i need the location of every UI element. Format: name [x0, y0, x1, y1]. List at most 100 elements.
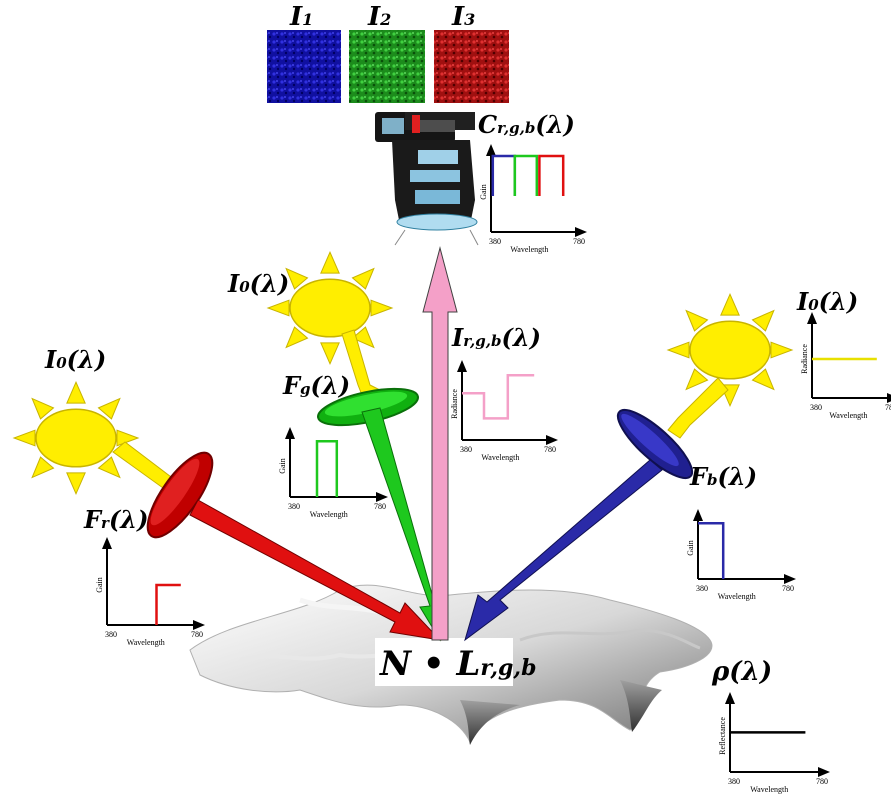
source-right-label-tail: (λ) [819, 287, 859, 316]
svg-text:Fr(λ): Fr(λ) [83, 505, 149, 534]
source-left-label-main: I [44, 345, 57, 374]
illuminant-chart: 380 780 Wavelength Radiance [800, 312, 891, 420]
sun-ray [12, 429, 36, 447]
series-line-green [315, 439, 339, 497]
x-axis-label: Wavelength [127, 638, 165, 647]
blue-arrow [464, 459, 663, 642]
svg-text:ρ(λ): ρ(λ) [711, 657, 772, 687]
y-axis-label: Radiance [450, 389, 459, 419]
source-mid-label-tail: (λ) [250, 269, 290, 298]
surface-label-box [375, 638, 513, 686]
y-axis-label: Reflectance [718, 717, 727, 755]
x-tick-label: 780 [374, 502, 386, 511]
source-left-label-tail: (λ) [67, 345, 107, 374]
x-tick-label: 380 [810, 403, 822, 412]
sun-disc [289, 278, 371, 338]
image-red-channel [434, 30, 509, 103]
x-tick-label: 780 [816, 777, 828, 786]
filter-green-label-subscript: g [300, 380, 311, 398]
radiance-label-tail: (λ) [501, 323, 541, 352]
beam-sun-to-blue-filter [667, 377, 729, 439]
reflectance-chart: 380 780 Wavelength Reflectance [718, 692, 830, 794]
image-2-label: I [367, 2, 381, 32]
x-axis-arrow [546, 435, 558, 445]
red-filter-gain-chart: 380 780 Wavelength Gain [95, 537, 205, 647]
svg-text:I0(λ): I0(λ) [44, 345, 106, 374]
camera-gain-chart: 380 780 Wavelength Gain [479, 144, 587, 254]
camera-icon [375, 112, 479, 246]
reflectance-label-tail: (λ) [729, 657, 772, 687]
surface-label-subscript: r,g,b [480, 655, 536, 681]
source-left-label-subscript: 0 [56, 354, 67, 372]
x-tick-label: 380 [489, 237, 501, 246]
x-axis-arrow [887, 393, 891, 403]
x-axis-arrow [784, 574, 796, 584]
series-line-pink [462, 373, 535, 420]
sun-ray [370, 299, 394, 317]
svg-text:Fg(λ): Fg(λ) [282, 371, 350, 400]
x-tick-label: 780 [885, 403, 891, 412]
sun-disc [689, 320, 771, 380]
x-tick-label: 780 [544, 445, 556, 454]
reflectance-label-main: ρ [711, 657, 730, 687]
captured-image-2: I2 [349, 2, 425, 103]
sun-ray [66, 472, 86, 496]
captured-image-3: I3 [434, 2, 509, 103]
y-axis-label: Gain [95, 577, 104, 593]
sun-ray [66, 380, 86, 404]
series-line-red [538, 154, 565, 196]
sun-ray [685, 368, 709, 391]
green-filter-gain-chart: 380 780 Wavelength Gain [278, 427, 388, 519]
camera-label-main: C [478, 110, 497, 139]
filter-green-label-tail: (λ) [311, 371, 351, 400]
sun-ray [97, 397, 121, 420]
sun-disc [35, 408, 117, 468]
filter-red-label-main: F [83, 505, 103, 534]
sun-ray [751, 368, 775, 391]
y-axis-label: Radiance [800, 344, 809, 374]
sun-ray [666, 341, 690, 359]
radiance-chart: 380 780 Wavelength Radiance [450, 360, 558, 462]
x-tick-label: 380 [728, 777, 740, 786]
sun-ray [685, 309, 709, 332]
series-line-blue [491, 154, 517, 196]
y-axis-label: Gain [686, 540, 695, 556]
captured-image-1: I1 [267, 2, 341, 103]
y-axis-arrow [725, 692, 735, 704]
y-axis-arrow [807, 312, 817, 324]
sun-icon [12, 380, 140, 496]
series-line-green [513, 154, 539, 196]
source-mid-label-main: I [227, 269, 240, 298]
x-axis-arrow [818, 767, 830, 777]
filter-blue-label-main: F [689, 462, 709, 491]
sun-ray [31, 456, 55, 479]
image-1-label: I [289, 2, 303, 32]
filter-red-label-subscript: r [101, 514, 110, 532]
sun-ray [720, 292, 740, 316]
x-tick-label: 380 [696, 584, 708, 593]
svg-text:I0(λ): I0(λ) [227, 269, 289, 298]
x-tick-label: 780 [782, 584, 794, 593]
svg-text:Fb(λ): Fb(λ) [689, 462, 757, 491]
sun-ray [97, 456, 121, 479]
red-arrow [189, 499, 442, 641]
x-axis-label: Wavelength [310, 510, 348, 519]
surface-label: N • Lr,g,b [375, 638, 536, 686]
svg-text:N • Lr,g,b: N • Lr,g,b [379, 644, 536, 684]
series-line-red [155, 583, 181, 625]
filter-green-label-main: F [282, 371, 302, 400]
svg-text:I1: I1 [289, 2, 313, 32]
source-right-label-subscript: 0 [808, 296, 819, 314]
sun-ray [31, 397, 55, 420]
svg-text:I3: I3 [451, 2, 475, 32]
image-3-label: I [451, 2, 465, 32]
x-axis-label: Wavelength [718, 592, 756, 601]
x-axis-arrow [376, 492, 388, 502]
sun-ray [351, 326, 375, 349]
green-filter [317, 387, 419, 427]
sun-icon [666, 292, 794, 408]
sun-ray [751, 309, 775, 332]
red-filter [146, 451, 214, 539]
svg-text:Cr,g,b(λ): Cr,g,b(λ) [478, 110, 575, 139]
